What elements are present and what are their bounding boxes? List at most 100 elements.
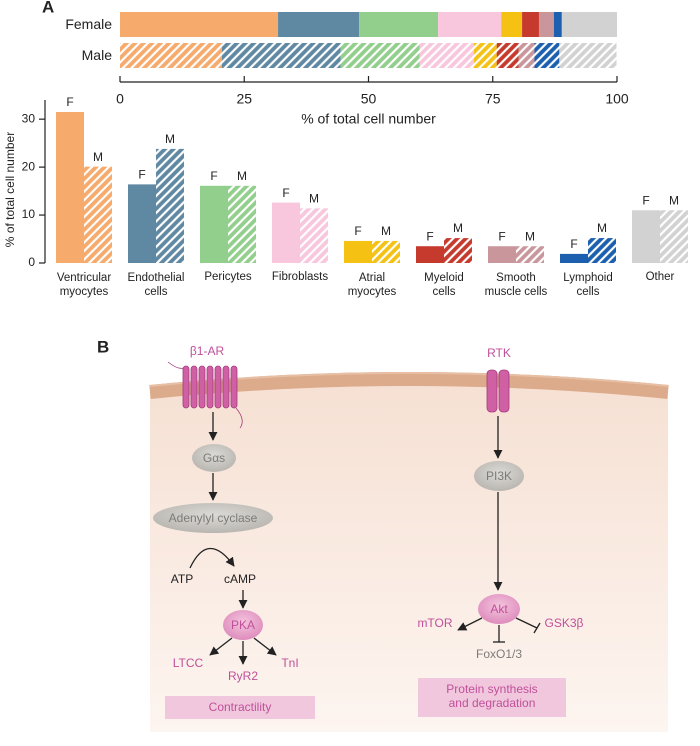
outcome-label: Protein synthesis and degradation xyxy=(446,682,537,710)
bar xyxy=(516,246,544,263)
bar-series-label: M xyxy=(381,224,391,238)
target-label: GSK3β xyxy=(545,616,584,630)
bar-series-label: F xyxy=(282,186,289,200)
bar xyxy=(488,246,516,263)
arrow xyxy=(457,617,483,631)
node xyxy=(192,444,236,472)
target-label: LTCC xyxy=(173,656,204,670)
node-label: ATP xyxy=(171,572,193,586)
arrow xyxy=(253,637,277,656)
target-label: RyR2 xyxy=(228,669,258,683)
receptor-label: RTK xyxy=(487,346,511,360)
bar-segment xyxy=(120,12,279,37)
bar-segment xyxy=(496,43,519,68)
bar-series-label: F xyxy=(138,168,145,182)
receptor-label: β1-AR xyxy=(190,344,225,358)
x-tick-label: Lymphoid cells xyxy=(563,272,612,298)
y-tick-label: 10 xyxy=(22,207,36,221)
node-label: Adenylyl cyclase xyxy=(169,511,258,525)
panel-label: B xyxy=(97,337,109,356)
bar-series-label: F xyxy=(426,229,433,243)
bar-series-label: F xyxy=(642,193,649,207)
x-tick-label: Atrial myocytes xyxy=(348,272,397,298)
node xyxy=(153,503,273,533)
node xyxy=(474,461,524,491)
cell xyxy=(149,372,669,732)
y-axis-title: % of total cell number xyxy=(3,132,17,247)
bar-series-label: M xyxy=(309,192,319,206)
bar xyxy=(128,184,156,263)
bar-series-label: M xyxy=(525,229,535,243)
bar-series-label: F xyxy=(210,169,217,183)
bar-segment xyxy=(473,43,497,68)
outcome-box xyxy=(418,678,566,717)
x-tick-label: Fibroblasts xyxy=(272,271,328,283)
node-label: Gαs xyxy=(203,451,225,465)
x-tick-label: 75 xyxy=(485,91,501,107)
outcome-label: Contractility xyxy=(209,700,272,714)
bar-series-label: F xyxy=(354,224,361,238)
bar-series-label: M xyxy=(93,150,103,164)
bar-series-label: F xyxy=(498,229,505,243)
bar xyxy=(156,148,184,263)
bar xyxy=(84,166,112,263)
node-label: PKA xyxy=(231,618,255,632)
bar-segment xyxy=(438,12,502,37)
x-tick-label: 100 xyxy=(605,91,629,107)
bar xyxy=(200,185,228,263)
x-tick-label: Other xyxy=(646,271,675,283)
bar xyxy=(372,240,400,263)
bar-segment xyxy=(559,43,617,68)
bar xyxy=(444,238,472,263)
bar-series-label: M xyxy=(453,221,463,235)
bar-segment xyxy=(501,12,523,37)
x-tick-label: 25 xyxy=(236,91,252,107)
x-tick-label: Endothelial cells xyxy=(128,272,185,298)
x-tick-label: 0 xyxy=(116,91,124,107)
panel-label: A xyxy=(42,0,54,16)
bar-series-label: F xyxy=(570,237,577,251)
target-label: mTOR xyxy=(417,616,452,630)
arrow xyxy=(189,547,235,569)
bar-segment xyxy=(221,43,341,68)
node-label: PI3K xyxy=(486,469,512,483)
bar-series-label: M xyxy=(165,132,175,146)
x-tick-label: Smooth muscle cells xyxy=(485,272,548,298)
x-tick-label: Myeloid cells xyxy=(424,272,464,298)
bar-segment xyxy=(359,12,439,37)
bar-series-label: F xyxy=(66,95,73,109)
bar-series-label: M xyxy=(597,221,607,235)
bar-segment xyxy=(553,12,562,37)
x-tick-label: Ventricular myocytes xyxy=(57,272,112,298)
target-label: TnI xyxy=(281,656,298,670)
x-axis-title: % of total cell number xyxy=(301,111,436,127)
bar xyxy=(344,240,372,263)
bar-segment xyxy=(518,43,535,68)
y-tick-label: 0 xyxy=(28,255,35,269)
bar xyxy=(632,210,660,263)
y-tick-label: 20 xyxy=(22,159,36,173)
series-label: Male xyxy=(82,47,113,63)
bar-segment xyxy=(538,12,554,37)
bar-segment xyxy=(278,12,360,37)
node-label: Akt xyxy=(490,602,508,616)
arrow xyxy=(209,637,233,656)
target-label: FoxO1/3 xyxy=(476,647,522,661)
bar-segment xyxy=(120,43,222,68)
x-tick-label: Pericytes xyxy=(204,271,252,283)
bar-segment xyxy=(419,43,474,68)
series-label: Female xyxy=(65,16,112,32)
bar-segment xyxy=(561,12,617,37)
bar-segment xyxy=(340,43,420,68)
bar xyxy=(416,246,444,263)
node-label: cAMP xyxy=(224,572,256,586)
inhibit-bar xyxy=(533,622,541,634)
bar xyxy=(660,210,688,263)
y-tick-label: 30 xyxy=(22,111,36,125)
bar xyxy=(228,185,256,263)
bar-segment xyxy=(534,43,560,68)
node xyxy=(223,610,263,640)
bar xyxy=(56,111,84,263)
bar-series-label: M xyxy=(237,169,247,183)
